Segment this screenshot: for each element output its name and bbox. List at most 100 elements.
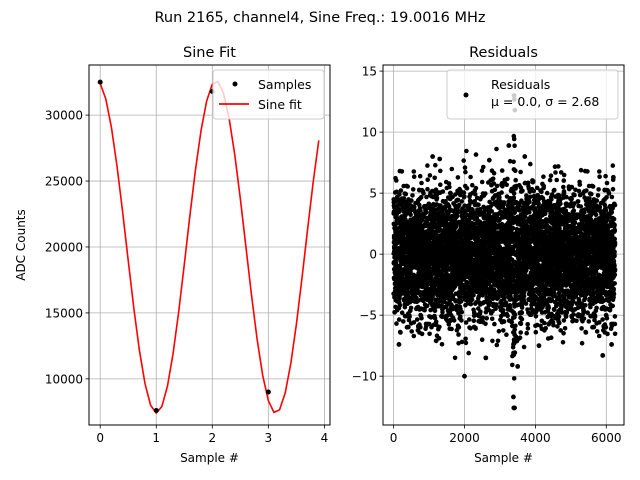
residual-point	[419, 315, 424, 321]
residual-point	[438, 168, 443, 174]
residual-point	[468, 301, 474, 307]
residual-point	[527, 199, 532, 205]
residual-point	[459, 199, 465, 204]
residuals-title: Residuals	[469, 45, 538, 61]
residual-point	[411, 333, 417, 339]
residual-point	[432, 175, 438, 181]
residual-point	[521, 344, 527, 350]
residual-point	[544, 190, 550, 196]
residual-point	[492, 321, 497, 327]
residual-point	[525, 326, 531, 331]
residual-point	[471, 292, 476, 298]
residual-point	[466, 350, 472, 356]
residual-point	[478, 309, 483, 315]
residual-point	[408, 305, 414, 311]
residual-point	[512, 312, 518, 317]
residual-point	[561, 331, 566, 336]
x-tick-label: 3	[265, 431, 273, 445]
residual-point	[407, 314, 412, 319]
residual-point	[462, 165, 468, 170]
residual-point	[397, 207, 403, 212]
residual-point	[422, 307, 427, 313]
figure-suptitle: Run 2165, channel4, Sine Freq.: 19.0016 …	[154, 10, 485, 26]
residual-point	[399, 310, 405, 316]
residual-point	[394, 321, 399, 326]
residual-point	[432, 315, 438, 321]
residual-point	[411, 174, 417, 179]
residual-point	[562, 326, 568, 331]
residual-point	[446, 181, 452, 186]
residual-point	[513, 177, 518, 183]
sample-point	[265, 389, 271, 395]
residual-point	[542, 320, 547, 326]
residual-point	[418, 195, 424, 200]
residual-point	[561, 172, 567, 178]
residual-point	[451, 209, 457, 214]
residual-point	[419, 180, 424, 186]
residual-point	[425, 177, 431, 182]
residual-point	[548, 335, 554, 341]
residual-point	[473, 185, 479, 191]
legend-samples-label: Samples	[258, 77, 311, 92]
residual-point	[518, 321, 524, 327]
sine-fit-line	[99, 80, 320, 415]
residual-point	[406, 317, 412, 323]
residual-point	[463, 336, 468, 342]
residual-point	[512, 143, 517, 148]
x-tick-label: 1	[152, 431, 160, 445]
residual-point	[499, 168, 505, 173]
residual-point	[447, 184, 452, 190]
residual-point	[531, 188, 536, 194]
residual-point	[492, 187, 498, 193]
residual-point	[437, 324, 442, 330]
residual-point	[412, 204, 417, 210]
residual-point	[393, 223, 398, 228]
residual-point	[468, 174, 473, 180]
residual-point	[511, 159, 516, 165]
residual-point	[504, 182, 510, 188]
residual-point	[417, 173, 423, 179]
residual-point	[479, 337, 485, 343]
residual-point	[561, 318, 567, 323]
residual-point	[473, 326, 478, 331]
residual-point	[521, 293, 527, 299]
residual-point	[424, 209, 429, 215]
residual-point	[438, 182, 443, 187]
x-tick-label: 4	[321, 431, 329, 445]
residual-point	[533, 329, 539, 335]
y-tick-label: 25000	[45, 175, 83, 189]
y-tick-label: 15000	[45, 306, 83, 320]
residual-point	[505, 313, 510, 319]
residual-point	[476, 202, 481, 208]
residual-point	[453, 223, 459, 229]
residual-point	[494, 183, 500, 189]
sine-fit-title: Sine Fit	[183, 45, 236, 61]
residual-point	[397, 296, 402, 301]
residual-point	[528, 161, 533, 167]
residual-point	[460, 285, 465, 290]
sine-fit-frame	[88, 64, 331, 426]
residual-point	[494, 342, 500, 348]
residual-point	[408, 212, 413, 217]
residual-point	[490, 338, 495, 344]
residual-point	[440, 189, 446, 194]
residual-point	[455, 197, 461, 203]
residual-point	[547, 177, 553, 183]
residual-point	[479, 179, 485, 185]
residual-point	[511, 136, 517, 142]
residual-point	[497, 195, 502, 200]
sine-fit-xlabel: Sample #	[180, 451, 239, 465]
residual-point	[456, 324, 462, 330]
residual-point	[427, 331, 432, 337]
residual-point	[518, 330, 523, 335]
residual-point	[517, 335, 523, 341]
legend-sine-fit-label: Sine fit	[258, 97, 302, 112]
residual-point	[541, 174, 546, 179]
residual-point	[397, 192, 402, 197]
sine-fit-axes: Sine Fit 0 1 2 3 41000015000200002500030000 …	[14, 45, 331, 465]
y-tick-label: 20000	[45, 240, 83, 254]
residual-point	[552, 187, 557, 193]
residual-point	[433, 319, 439, 325]
